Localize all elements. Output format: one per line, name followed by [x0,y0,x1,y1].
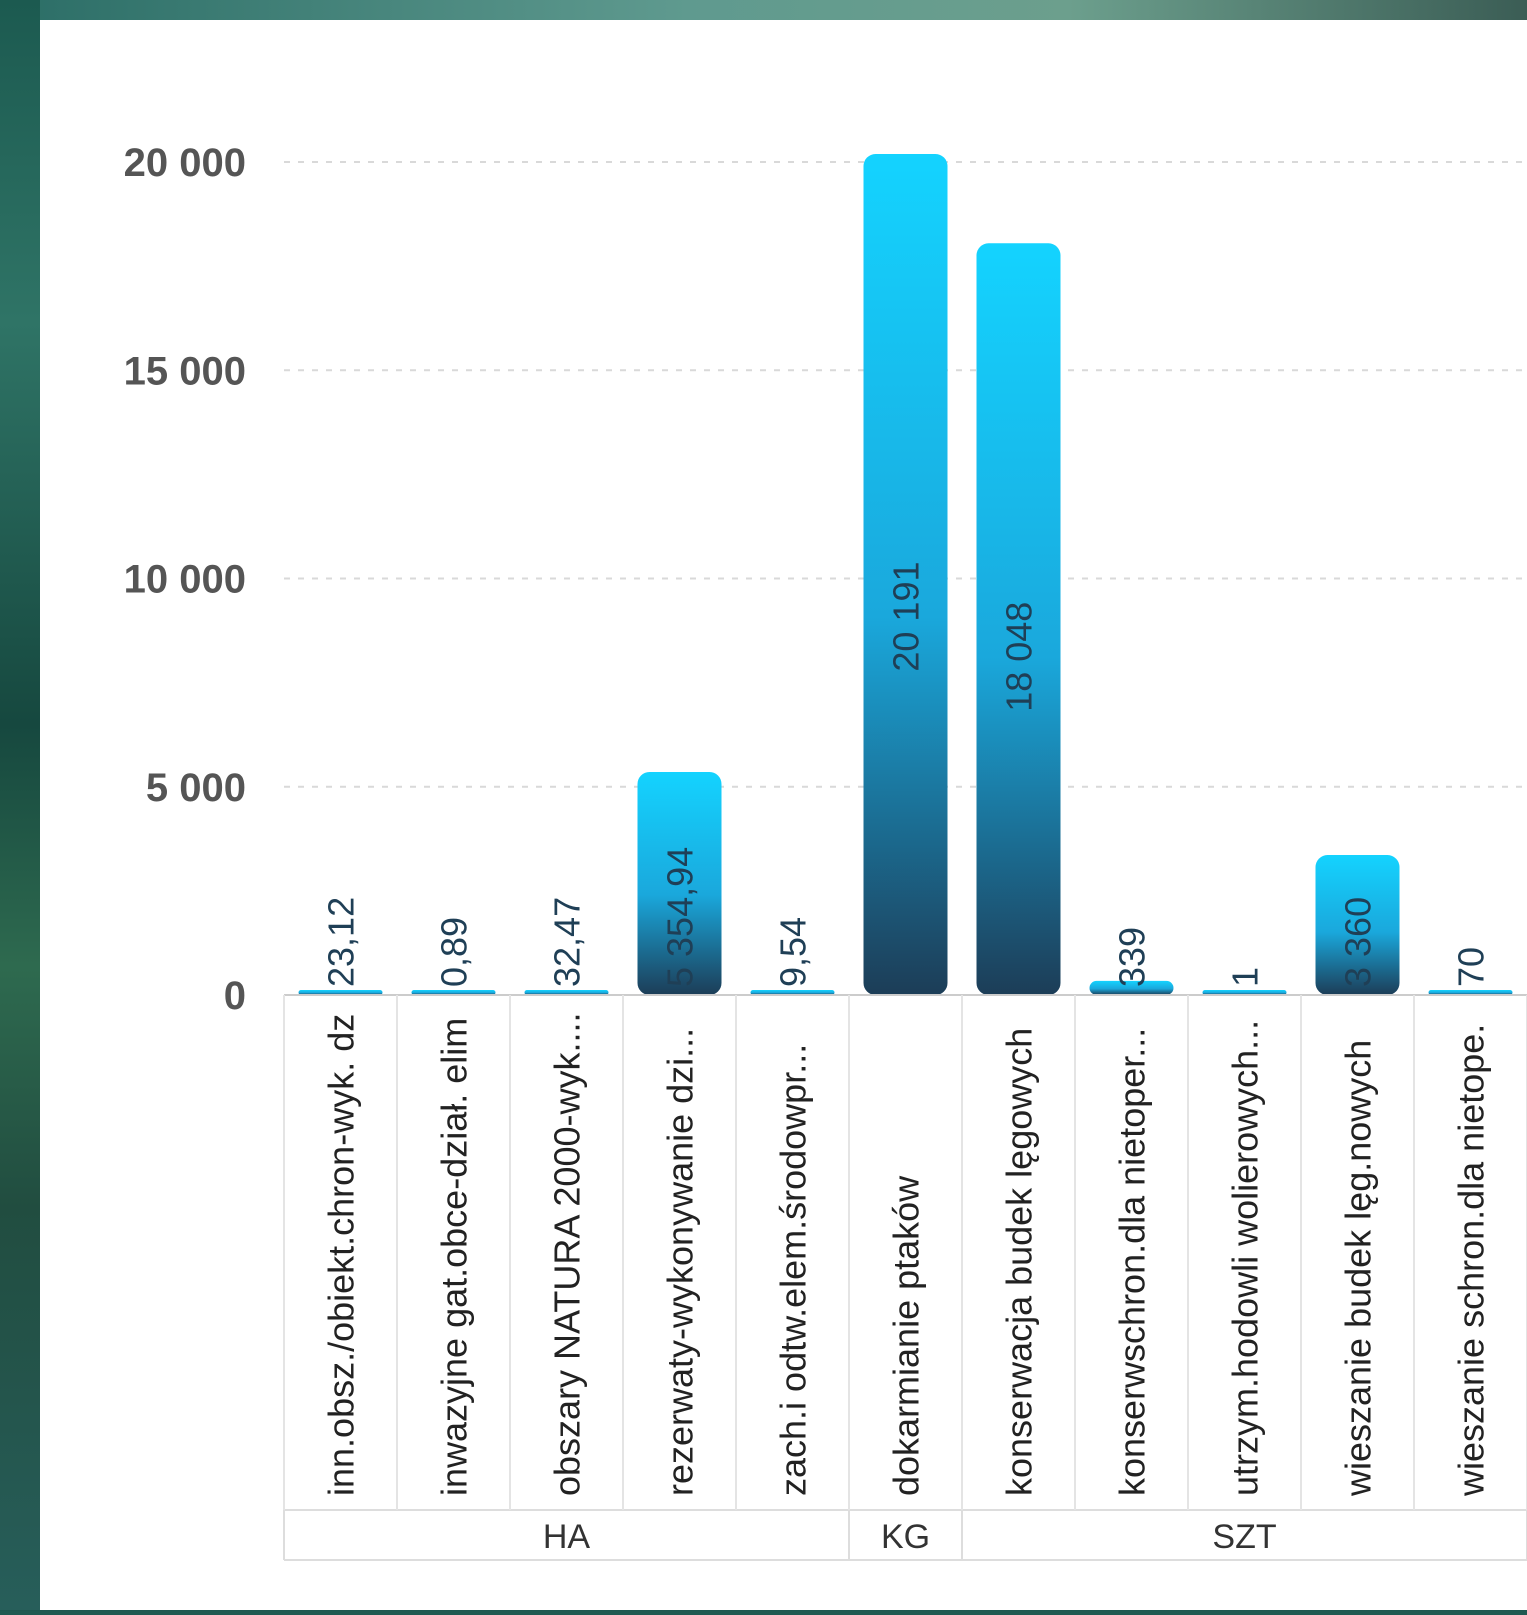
bar[interactable] [750,990,835,995]
data-label: 32,47 [547,897,588,987]
data-label: 18 048 [999,602,1040,712]
bar[interactable] [1315,855,1400,995]
group-label: KG [881,1518,930,1556]
bar-chart: 23,12 0,89 32,47 5 354,94 9,54 20 191 18 048 33… [124,141,1527,1561]
data-label: 20 191 [886,562,927,672]
category-label: zach.i odtw.elem.środowpr... [773,1044,814,1496]
bar[interactable] [524,990,609,995]
bar[interactable] [1202,990,1287,995]
data-label: 23,12 [321,897,362,987]
background-top [0,0,1527,20]
y-tick-label: 15 000 [124,349,246,393]
data-label: 9,54 [773,917,814,987]
category-label: wieszanie schron.dla nietope. [1451,1024,1492,1497]
category-label: konserwacja budek lęgowych [999,1028,1040,1496]
category-label: inwazyjne gat.obce-dział. elim [434,1018,475,1496]
bar[interactable] [411,990,496,995]
category-label: rezerwaty-wykonywanie dzi... [660,1028,701,1496]
bar[interactable] [976,243,1061,996]
category-label: utrzym.hodowli wolierowych... [1225,1020,1266,1496]
y-tick-label: 5 000 [146,766,246,810]
bar[interactable] [298,990,383,995]
data-label: 1 [1225,967,1266,987]
data-label: 0,89 [434,917,475,987]
category-label: inn.obsz./obiekt.chron-wyk. dz [321,1014,362,1496]
chart-card: 23,12 0,89 32,47 5 354,94 9,54 20 191 18 048 33… [40,20,1527,1610]
data-label: 3 360 [1338,897,1379,987]
data-label: 5 354,94 [660,847,701,987]
category-label: obszary NATURA 2000-wyk.... [547,1013,588,1497]
data-label: 339 [1112,927,1153,987]
group-label: SZT [1212,1518,1276,1556]
bar[interactable] [1089,980,1174,995]
y-tick-label: 20 000 [124,141,246,185]
group-label: HA [543,1518,591,1556]
category-label: wieszanie budek lęg.nowych [1338,1040,1379,1497]
background-left [0,0,40,1610]
bar[interactable] [1428,990,1513,995]
bar[interactable] [637,771,722,995]
y-tick-label: 0 [224,974,246,1018]
y-tick-label: 10 000 [124,558,246,602]
category-label: konserwschron.dla nietoper... [1112,1028,1153,1496]
bar[interactable] [863,154,948,995]
category-label: dokarmianie ptaków [886,1175,927,1496]
data-label: 70 [1451,947,1492,987]
